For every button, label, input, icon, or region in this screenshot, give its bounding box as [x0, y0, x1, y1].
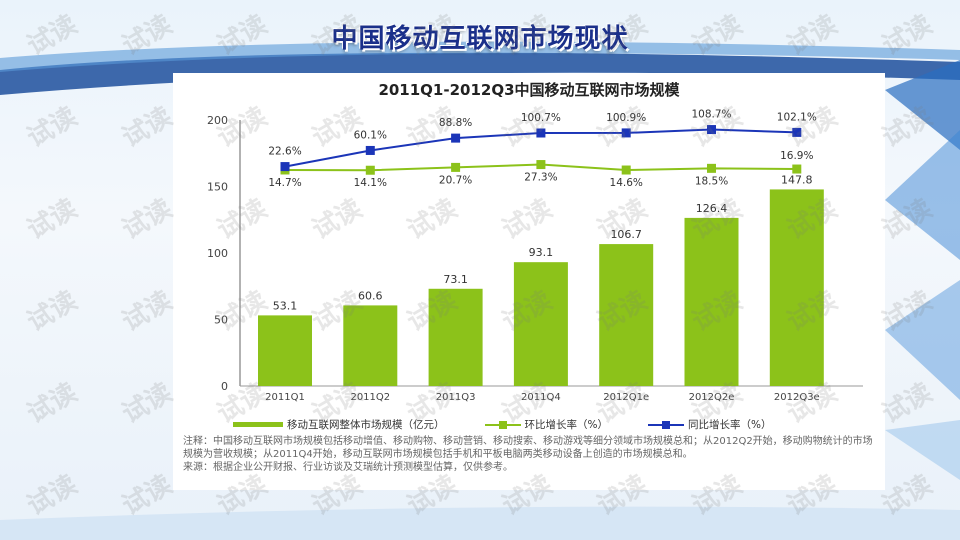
y-tick-label: 50 [214, 314, 228, 327]
legend-label: 环比增长率（%） [524, 419, 608, 431]
note-text: 注释：中国移动互联网市场规模包括移动增值、移动购物、移动营销、移动搜索、移动游戏… [183, 436, 873, 460]
bar [599, 244, 654, 386]
x-tick-label: 2011Q4 [521, 392, 561, 403]
mom-label: 18.5% [695, 175, 728, 187]
yoy-label: 108.7% [691, 109, 731, 121]
mom-point [451, 162, 461, 172]
mom-label: 14.6% [610, 177, 643, 189]
y-tick-label: 100 [207, 247, 228, 260]
bar-label: 60.6 [358, 289, 383, 302]
source-text: 来源：根据企业公开财报、行业访谈及艾瑞统计预测模型估算，仅供参考。 [183, 462, 513, 473]
x-tick-label: 2012Q3e [774, 392, 820, 403]
legend-label: 移动互联网整体市场规模（亿元） [287, 419, 445, 431]
bar [258, 315, 312, 386]
bar [769, 189, 824, 386]
chart-legend: 移动互联网整体市场规模（亿元） 环比增长率（%） 同比增长率（%） [233, 417, 771, 432]
yoy-label: 22.6% [268, 146, 301, 158]
x-tick-label: 2011Q2 [350, 392, 390, 403]
x-tick-label: 2011Q1 [265, 392, 305, 403]
bar-label: 53.1 [273, 299, 298, 312]
mom-point [536, 160, 546, 170]
chart: 2011Q1-2012Q3中国移动互联网市场规模 0 50 100 150 200 201… [207, 81, 863, 403]
y-tick-label: 0 [221, 380, 228, 393]
yoy-point [451, 133, 461, 143]
bar-label: 106.7 [610, 228, 642, 241]
yoy-label: 100.9% [606, 112, 646, 124]
yoy-label: 100.7% [521, 112, 561, 124]
yoy-point [536, 128, 546, 138]
yoy-point [792, 127, 802, 137]
chart-notes: 注释：中国移动互联网市场规模包括移动增值、移动购物、移动营销、移动搜索、移动游戏… [183, 435, 878, 474]
y-tick-label: 200 [207, 114, 228, 127]
bar [513, 262, 568, 386]
y-tick-label: 150 [207, 181, 228, 194]
yoy-point [621, 128, 631, 138]
x-tick-label: 2011Q3 [436, 392, 476, 403]
yoy-point [365, 145, 375, 155]
mom-label: 14.1% [354, 177, 387, 189]
bar [428, 288, 483, 386]
mom-point [707, 163, 716, 173]
yoy-label: 102.1% [777, 111, 817, 123]
mom-point [621, 165, 631, 175]
mom-label: 14.7% [268, 177, 301, 189]
chart-panel: 2011Q1-2012Q3中国移动互联网市场规模 0 50 100 150 200 201… [173, 73, 885, 490]
bar [684, 217, 739, 386]
yoy-point [280, 162, 290, 172]
bar-label: 73.1 [443, 273, 468, 286]
legend-item-mom: 环比增长率（%） [484, 417, 608, 432]
yoy-label: 88.8% [439, 117, 472, 129]
x-tick-label: 2012Q2e [689, 392, 735, 403]
bar [343, 305, 398, 386]
x-tick-label: 2012Q1e [603, 392, 649, 403]
mom-label: 27.3% [524, 172, 557, 184]
legend-label: 同比增长率（%） [687, 419, 772, 431]
legend-item-yoy: 同比增长率（%） [647, 417, 772, 432]
mom-point [792, 164, 802, 174]
bar-label: 126.4 [696, 202, 728, 215]
legend-item-market-size: 移动互联网整体市场规模（亿元） [233, 417, 445, 432]
bar-label: 147.8 [781, 173, 813, 186]
chart-title: 2011Q1-2012Q3中国移动互联网市场规模 [378, 81, 680, 99]
mom-label: 16.9% [780, 150, 813, 162]
yoy-label: 60.1% [354, 129, 387, 141]
yoy-point [707, 125, 716, 135]
bar-label: 93.1 [529, 246, 554, 259]
mom-label: 20.7% [439, 174, 472, 186]
slide-title: 中国移动互联网市场现状 [331, 24, 629, 54]
mom-point [365, 165, 375, 175]
